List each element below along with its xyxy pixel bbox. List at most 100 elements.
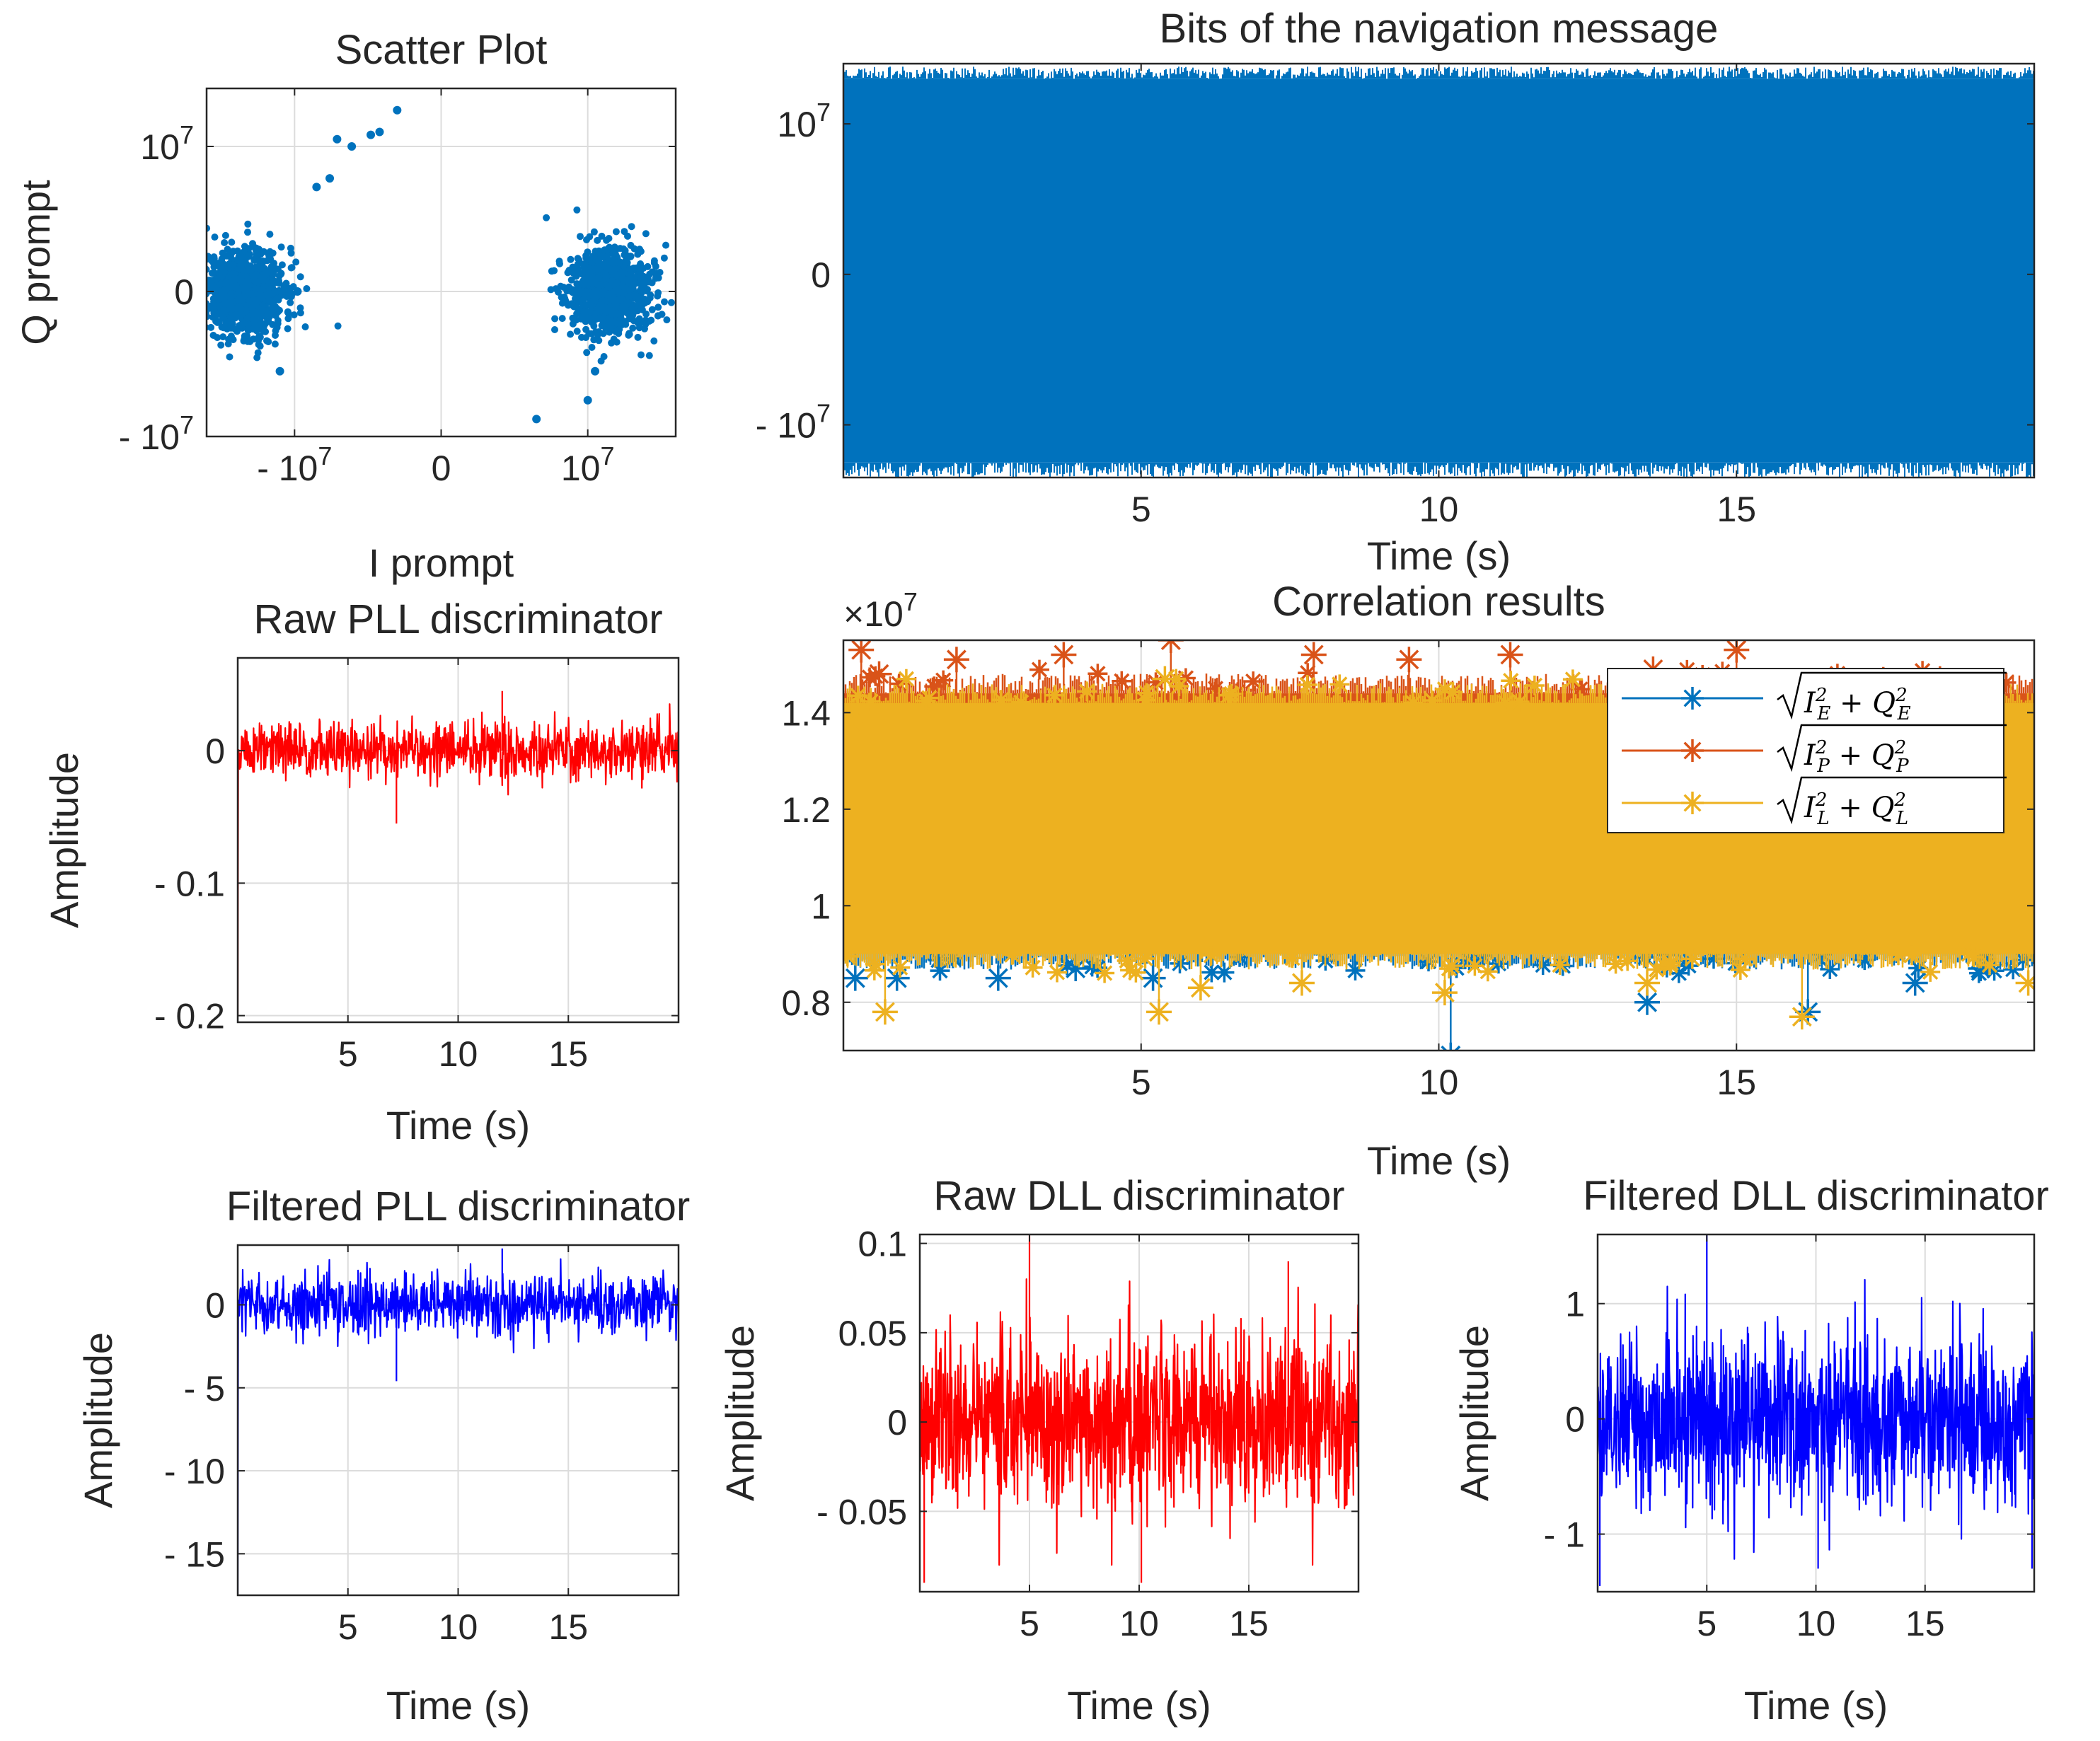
tick-label: 1.2 bbox=[781, 790, 831, 830]
scatter-point bbox=[260, 277, 267, 284]
scatter-point bbox=[209, 332, 217, 339]
legend-entry: I2 P + Q2 P bbox=[1622, 724, 2007, 777]
tick-label: - 107 bbox=[257, 441, 332, 488]
scatter-point bbox=[601, 262, 608, 270]
tick-label: - 10 bbox=[164, 1452, 225, 1491]
marker-star bbox=[1442, 956, 1462, 976]
scatter-point bbox=[573, 310, 581, 318]
marker-star bbox=[1002, 944, 1022, 965]
marker-star bbox=[1029, 659, 1049, 680]
tick-label: - 107 bbox=[756, 399, 831, 446]
marker-star bbox=[1681, 739, 1704, 762]
marker-star bbox=[1077, 681, 1097, 702]
tick-label: 5 bbox=[1131, 1063, 1151, 1102]
legend-label: I2 P + Q2 P bbox=[1804, 737, 1909, 777]
tick-label: 0 bbox=[1565, 1400, 1585, 1440]
tick-label: 5 bbox=[1020, 1604, 1039, 1643]
scatter-point bbox=[578, 333, 585, 341]
scatter-point bbox=[605, 257, 612, 265]
scatter-point bbox=[628, 223, 635, 231]
scatter-point bbox=[583, 395, 592, 405]
scatter-point bbox=[284, 325, 292, 332]
tick-label: 10 bbox=[1796, 1604, 1836, 1643]
legend-label: I2 E + Q2 E bbox=[1804, 685, 1911, 724]
chart-corr: 5 10 15 0.8 1 1.2 1.4 Correlation results Time (… bbox=[781, 579, 2036, 1183]
marker-star bbox=[1646, 959, 1667, 980]
chart-filtpll: 5 10 15 - 15 - 10 - 5 0 Filtered PLL discrimina… bbox=[76, 1184, 690, 1728]
tick-label: 0.1 bbox=[858, 1225, 907, 1264]
marker-star bbox=[1120, 960, 1141, 981]
x-axis-label: I prompt bbox=[369, 540, 514, 585]
scatter-point bbox=[580, 308, 588, 316]
scatter-point bbox=[627, 265, 635, 273]
scatter-point bbox=[303, 285, 311, 292]
marker-star bbox=[1495, 693, 1516, 713]
tick-label: - 5 bbox=[184, 1369, 225, 1409]
scatter-point bbox=[271, 340, 279, 348]
scatter-point bbox=[267, 290, 275, 298]
marker-star bbox=[1968, 963, 1989, 983]
scatter-point bbox=[660, 254, 668, 262]
tick-label: 15 bbox=[548, 1034, 588, 1074]
y-axis-label: Q prompt bbox=[13, 180, 58, 345]
scatter-point bbox=[253, 354, 261, 361]
scatter-point bbox=[642, 230, 650, 238]
tick-label: - 0.1 bbox=[154, 864, 225, 903]
scatter-point bbox=[210, 307, 218, 315]
scatter-point bbox=[236, 296, 243, 304]
marker-star bbox=[1902, 945, 1922, 966]
marker-star bbox=[1958, 944, 1979, 964]
scatter-point bbox=[240, 320, 248, 328]
scatter-point bbox=[250, 243, 258, 251]
scatter-point bbox=[638, 306, 646, 313]
scatter-point bbox=[582, 325, 590, 333]
chart-title: Correlation results bbox=[1272, 579, 1605, 625]
marker-star bbox=[930, 961, 950, 981]
scatter-point bbox=[588, 344, 596, 351]
marker-star bbox=[991, 690, 1011, 710]
scatter-point bbox=[567, 300, 575, 308]
marker-star bbox=[1963, 947, 1984, 967]
marker-star bbox=[1562, 669, 1583, 690]
tick-label: 15 bbox=[1905, 1604, 1945, 1643]
marker-star bbox=[860, 691, 881, 712]
legend-sqrt bbox=[1777, 776, 2007, 825]
scatter-point bbox=[600, 353, 608, 360]
marker-star bbox=[1533, 955, 1553, 976]
marker-star bbox=[890, 957, 911, 978]
scatter-point bbox=[274, 317, 282, 324]
scatter-point bbox=[619, 269, 627, 277]
marker-star bbox=[1908, 958, 1929, 978]
plot-area-bits bbox=[843, 66, 2034, 478]
marker-star bbox=[1136, 690, 1156, 710]
tick-label: 10 bbox=[1419, 1063, 1459, 1102]
tick-label: 1.4 bbox=[781, 693, 831, 733]
scatter-point bbox=[625, 330, 633, 338]
scatter-point bbox=[208, 270, 216, 277]
scatter-point bbox=[253, 250, 260, 258]
marker-star bbox=[1570, 679, 1591, 700]
marker-star bbox=[1170, 953, 1190, 973]
x-axis-label: Time (s) bbox=[1367, 1138, 1511, 1183]
scatter-point bbox=[287, 249, 295, 257]
scatter-point bbox=[255, 332, 263, 340]
chart-title: Raw DLL discriminator bbox=[933, 1173, 1344, 1219]
scatter-point bbox=[250, 256, 258, 264]
marker-star bbox=[872, 999, 898, 1025]
scatter-point bbox=[611, 243, 618, 251]
chart-title: Scatter Plot bbox=[335, 27, 548, 73]
marker-star bbox=[1282, 948, 1303, 968]
scatter-point bbox=[648, 306, 656, 313]
scatter-point bbox=[207, 224, 211, 232]
marker-star bbox=[1140, 965, 1166, 991]
chart-title: Filtered PLL discriminator bbox=[226, 1184, 690, 1230]
marker-star bbox=[1854, 950, 1875, 971]
scatter-point bbox=[604, 245, 611, 253]
marker-star bbox=[1152, 666, 1178, 692]
tick-label: 0 bbox=[205, 731, 225, 771]
marker-star bbox=[1063, 956, 1089, 981]
scatter-point bbox=[243, 314, 251, 322]
scatter-point bbox=[269, 276, 277, 284]
legend-label: I2 L + Q2 L bbox=[1804, 789, 1908, 829]
marker-star bbox=[889, 673, 909, 694]
